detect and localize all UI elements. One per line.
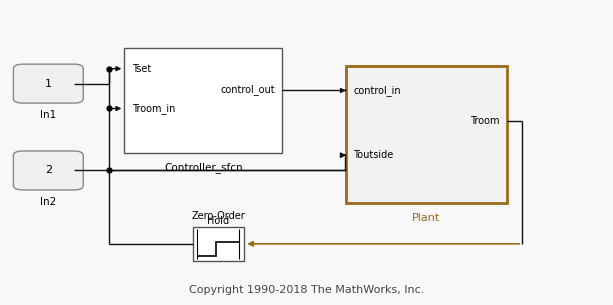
FancyBboxPatch shape xyxy=(13,151,83,190)
Text: Plant: Plant xyxy=(413,213,441,223)
Text: In2: In2 xyxy=(40,197,56,207)
Text: Zero-Order: Zero-Order xyxy=(191,211,245,221)
Text: Tset: Tset xyxy=(132,64,151,74)
Text: Hold: Hold xyxy=(207,216,229,226)
Text: Troom: Troom xyxy=(470,116,500,126)
Bar xyxy=(124,48,282,152)
Text: 1: 1 xyxy=(45,79,52,89)
Text: Copyright 1990-2018 The MathWorks, Inc.: Copyright 1990-2018 The MathWorks, Inc. xyxy=(189,285,424,295)
Text: Controller_sfcn: Controller_sfcn xyxy=(164,162,243,173)
Bar xyxy=(192,227,244,261)
FancyBboxPatch shape xyxy=(13,64,83,103)
Bar xyxy=(346,66,507,203)
Text: Troom_in: Troom_in xyxy=(132,103,175,114)
Text: control_in: control_in xyxy=(353,85,401,96)
Text: Toutside: Toutside xyxy=(353,150,394,160)
Text: 2: 2 xyxy=(45,166,52,175)
Text: In1: In1 xyxy=(40,110,56,120)
Text: control_out: control_out xyxy=(220,84,275,95)
